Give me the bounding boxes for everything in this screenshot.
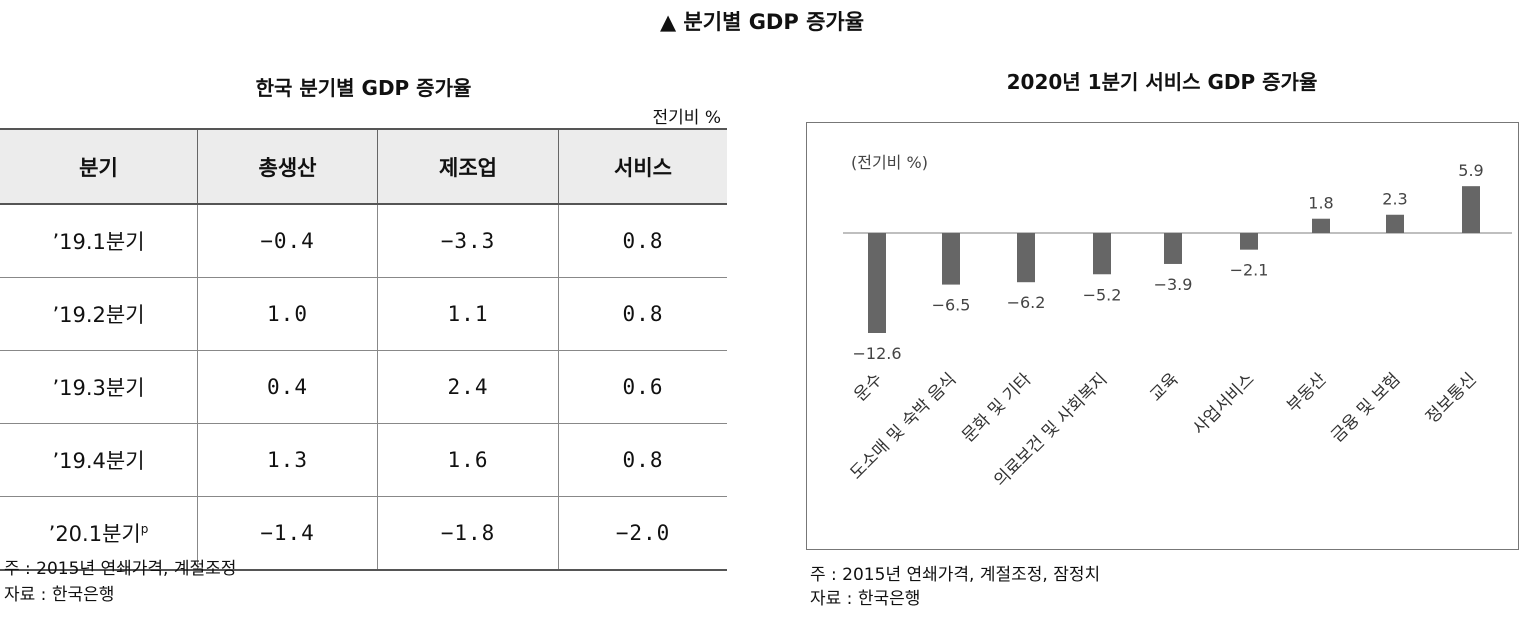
table-row: ’19.2분기 1.0 1.1 0.8 <box>0 277 727 351</box>
cell-quarter: ’19.3분기 <box>0 350 198 424</box>
value-label: −6.5 <box>932 296 971 315</box>
table-unit: 전기비 % <box>652 108 721 128</box>
quarter-label: ’20.1분기 <box>48 522 141 546</box>
cell-total: 1.3 <box>197 423 378 497</box>
bar <box>1462 186 1480 233</box>
quarter-label: ’19.1분기 <box>52 230 145 254</box>
value-label: −6.2 <box>1007 293 1046 312</box>
cell-manufacturing: 1.1 <box>377 277 559 351</box>
table-header-row: 분기 총생산 제조업 서비스 <box>0 128 727 205</box>
y-axis-label: (전기비 %) <box>851 153 928 172</box>
cell-quarter: ’19.2분기 <box>0 277 198 351</box>
category-label: 사업서비스 <box>1189 369 1258 438</box>
cell-services: −2.0 <box>558 496 727 571</box>
value-label: −5.2 <box>1083 285 1122 304</box>
table-title: 한국 분기별 GDP 증가율 <box>255 76 472 100</box>
chart-frame <box>806 122 1519 550</box>
cell-total: 1.0 <box>197 277 378 351</box>
cell-manufacturing: −1.8 <box>377 496 559 571</box>
chart-title: 2020년 1분기 서비스 GDP 증가율 <box>1006 70 1318 94</box>
header-services: 서비스 <box>558 128 727 205</box>
table-row: ’20.1분기p −1.4 −1.8 −2.0 <box>0 496 727 571</box>
category-label: 문화 및 기타 <box>958 369 1035 446</box>
category-label: 교육 <box>1146 369 1182 405</box>
cell-total: 0.4 <box>197 350 378 424</box>
gdp-table: 분기 총생산 제조업 서비스 ’19.1분기 −0.4 −3.3 0.8’19.2분기… <box>0 128 727 571</box>
category-label: 운수 <box>850 369 886 405</box>
main-title: ▲ 분기별 GDP 증가율 <box>659 10 865 34</box>
header-manufacturing: 제조업 <box>377 128 559 205</box>
bar <box>1312 218 1330 233</box>
category-label: 정보통신 <box>1422 369 1480 427</box>
category-label: 부동산 <box>1283 369 1331 417</box>
cell-total: −0.4 <box>197 203 378 278</box>
table-row: ’19.1분기 −0.4 −3.3 0.8 <box>0 203 727 278</box>
bar <box>1386 214 1404 233</box>
quarter-label: ’19.2분기 <box>52 303 145 327</box>
value-label: −2.1 <box>1230 261 1269 280</box>
table-row: ’19.3분기 0.4 2.4 0.6 <box>0 350 727 424</box>
quarter-label: ’19.3분기 <box>52 376 145 400</box>
value-label: −12.6 <box>852 344 901 363</box>
table-note: 주 : 2015년 연쇄가격, 계절조정 <box>4 559 237 579</box>
cell-quarter: ’19.1분기 <box>0 203 198 278</box>
header-total: 총생산 <box>197 128 378 205</box>
table-row: ’19.4분기 1.3 1.6 0.8 <box>0 423 727 497</box>
cell-services: 0.8 <box>558 277 727 351</box>
value-label: 2.3 <box>1382 190 1407 209</box>
preliminary-mark: p <box>140 522 149 536</box>
cell-services: 0.8 <box>558 423 727 497</box>
category-label: 금융 및 보험 <box>1327 369 1404 446</box>
cell-quarter: ’19.4분기 <box>0 423 198 497</box>
cell-quarter: ’20.1분기p <box>0 496 198 571</box>
bar <box>1240 233 1258 250</box>
table-source: 자료 : 한국은행 <box>4 585 115 605</box>
cell-services: 0.8 <box>558 203 727 278</box>
chart-note: 주 : 2015년 연쇄가격, 계절조정, 잠정치 <box>810 565 1101 585</box>
bar <box>1093 233 1111 275</box>
cell-manufacturing: 2.4 <box>377 350 559 424</box>
cell-services: 0.6 <box>558 350 727 424</box>
value-label: −3.9 <box>1154 275 1193 294</box>
bar <box>868 233 886 333</box>
cell-manufacturing: 1.6 <box>377 423 559 497</box>
value-label: 5.9 <box>1458 161 1483 180</box>
bar <box>1164 233 1182 264</box>
value-label: 1.8 <box>1308 194 1333 213</box>
bar <box>1017 233 1035 283</box>
bar <box>942 233 960 285</box>
cell-manufacturing: −3.3 <box>377 203 559 278</box>
chart-source: 자료 : 한국은행 <box>810 589 921 609</box>
quarter-label: ’19.4분기 <box>52 449 145 473</box>
